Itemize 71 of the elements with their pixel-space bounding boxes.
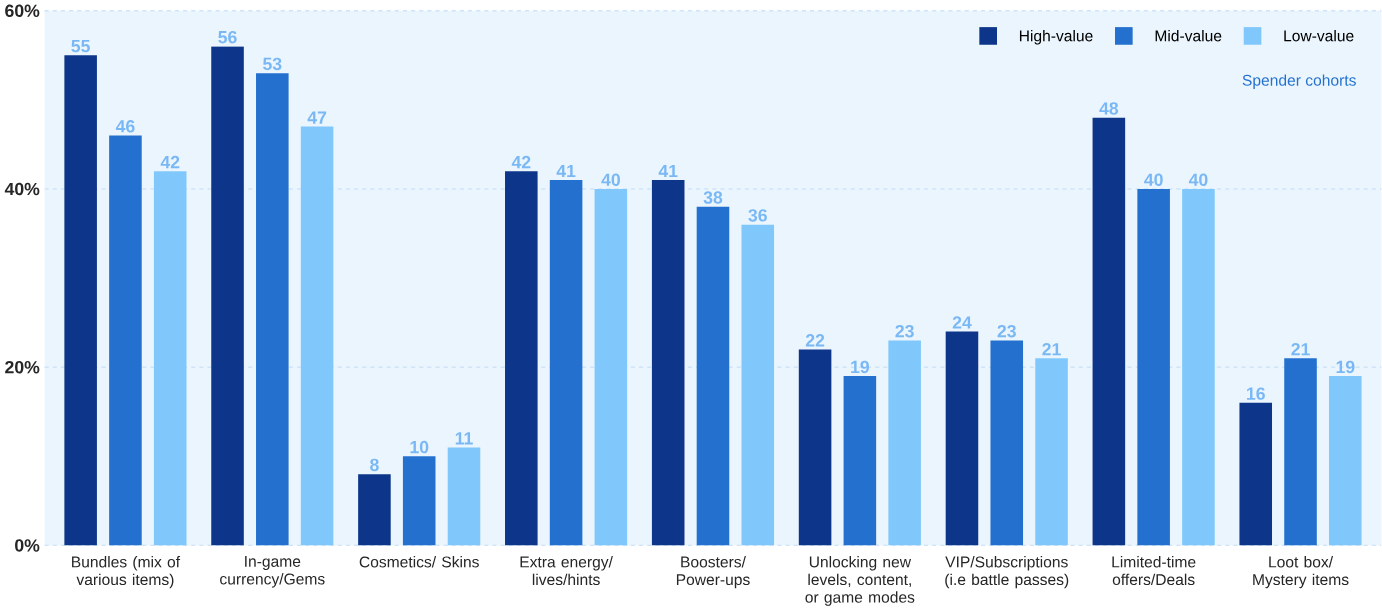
bar (447, 447, 481, 546)
x-tick-label: Extra energy/ lives/hints (520, 555, 613, 585)
bar (1092, 117, 1126, 546)
data-label: 8 (370, 458, 379, 471)
bar (300, 126, 334, 546)
data-label: 56 (218, 30, 237, 44)
bar (1182, 188, 1215, 546)
bar (211, 46, 244, 546)
legend-label: Low-value (1284, 29, 1354, 42)
bar (651, 179, 685, 546)
data-label: 41 (556, 164, 576, 177)
data-label: 36 (748, 208, 767, 222)
y-tick-label: 0% (15, 539, 40, 552)
data-label: 23 (895, 324, 914, 338)
bar (549, 179, 583, 546)
data-label: 53 (263, 57, 282, 70)
bar (696, 206, 730, 546)
bar (505, 170, 538, 546)
bar (256, 72, 289, 546)
bar (1137, 188, 1170, 546)
data-label: 38 (703, 191, 723, 204)
data-label: 47 (307, 111, 327, 124)
data-label: 19 (851, 360, 870, 373)
data-label: 21 (1042, 342, 1061, 356)
data-label: 41 (658, 164, 678, 177)
bar (153, 170, 187, 546)
y-tick-label: 60% (5, 4, 40, 17)
data-label: 42 (160, 155, 180, 168)
data-label: 11 (455, 432, 473, 445)
x-tick-label: Loot box/ Mystery items (1253, 555, 1349, 589)
data-label: 10 (410, 440, 429, 454)
bar (843, 375, 877, 546)
bar (64, 55, 97, 546)
bar (990, 340, 1024, 546)
x-tick-label: Bundles (mix of various items) (72, 555, 181, 589)
legend-label: High-value (1019, 29, 1093, 45)
data-label: 21 (1291, 342, 1310, 356)
bar (741, 224, 775, 546)
data-label: 22 (805, 333, 825, 347)
legend-label: Mid-value (1155, 29, 1222, 42)
bar (1239, 402, 1273, 546)
bar (1329, 375, 1362, 546)
x-tick-label: VIP/Subscriptions (i.e battle passes) (945, 555, 1069, 589)
data-label: 24 (952, 316, 972, 329)
data-label: 48 (1099, 102, 1119, 115)
data-label: 46 (115, 119, 135, 133)
bar (402, 456, 436, 546)
x-tick-label: Cosmetics/ Skins (359, 555, 479, 568)
y-tick-label: 20% (5, 360, 40, 374)
y-tick-label: 40% (4, 182, 40, 196)
bar (594, 188, 628, 546)
x-tick-label: Boosters/ Power-ups (676, 555, 750, 589)
x-tick-label: Unlocking new levels, content, or game modes (805, 555, 915, 606)
bar (358, 473, 391, 546)
data-label: 40 (1144, 173, 1163, 186)
data-label: 40 (1188, 173, 1208, 186)
data-label: 42 (511, 155, 531, 168)
data-label: 55 (71, 39, 90, 53)
data-label: 40 (601, 173, 620, 186)
data-label: 23 (997, 324, 1016, 338)
bar (1284, 358, 1317, 546)
data-label: 16 (1247, 387, 1265, 400)
x-tick-label: In-game currency/Gems (220, 555, 325, 588)
data-label: 19 (1336, 360, 1355, 373)
bar (798, 349, 832, 546)
bar (1035, 358, 1068, 546)
bar (945, 331, 979, 546)
x-tick-label: Limited-time offers/Deals (1112, 555, 1196, 585)
bar (109, 135, 142, 546)
legend-title: Spender cohorts (1242, 74, 1356, 89)
bar (888, 340, 921, 546)
